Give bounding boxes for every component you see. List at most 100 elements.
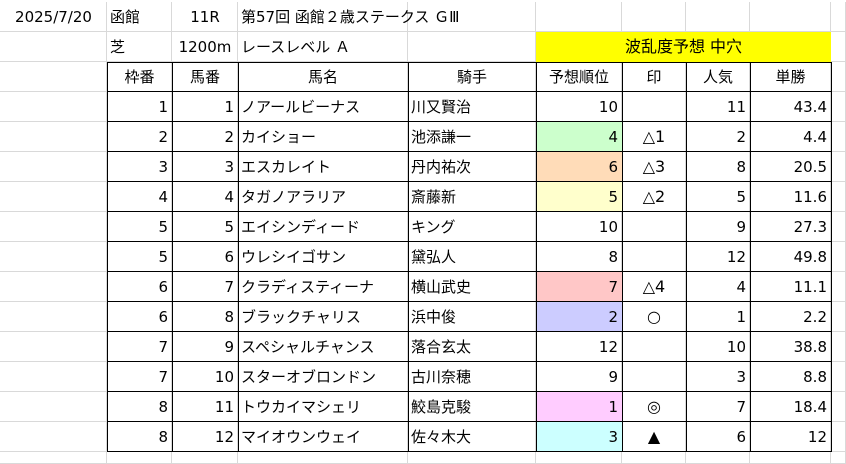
jockey-cell: 鮫島克駿 [411, 397, 472, 416]
table-border [107, 151, 832, 152]
uma-cell: 3 [224, 157, 234, 176]
grid-cell[interactable] [0, 242, 107, 272]
grid-cell[interactable] [0, 62, 107, 92]
odds-cell: 20.5 [793, 157, 827, 176]
column-header: 馬名 [307, 67, 338, 86]
grid-cell[interactable] [172, 452, 238, 464]
grid-cell[interactable] [0, 212, 107, 242]
grid-cell[interactable] [408, 32, 536, 62]
grid-cell[interactable] [831, 272, 846, 302]
table-border [107, 361, 832, 362]
uma-cell: 10 [214, 367, 234, 386]
waku-cell: 1 [158, 97, 168, 116]
grid-cell[interactable] [831, 122, 846, 152]
column-header: 単勝 [775, 67, 806, 86]
popularity-cell: 1 [736, 307, 746, 326]
grid-cell[interactable] [831, 242, 846, 272]
grid-cell[interactable] [0, 152, 107, 182]
grid-cell[interactable] [622, 2, 686, 32]
odds-cell: 49.8 [793, 247, 827, 266]
grid-cell[interactable] [0, 182, 107, 212]
grid-cell[interactable] [408, 2, 536, 32]
grid-cell[interactable] [831, 452, 846, 464]
grid-cell[interactable] [238, 32, 408, 62]
table-border [686, 62, 687, 452]
grid-cell[interactable] [750, 2, 831, 32]
grid-cell[interactable] [0, 302, 107, 332]
grid-cell[interactable] [0, 122, 107, 152]
waku-cell: 8 [158, 397, 168, 416]
mark-cell: △1 [642, 127, 666, 146]
grid-cell[interactable] [238, 2, 408, 32]
grid-cell[interactable] [831, 2, 846, 32]
odds-cell: 11.1 [793, 277, 827, 296]
grid-cell[interactable] [831, 392, 846, 422]
forecast-rank-cell: 7 [536, 272, 622, 302]
grid-cell[interactable] [107, 452, 172, 464]
forecast-rank-cell: 12 [598, 337, 618, 356]
grid-cell[interactable] [408, 452, 536, 464]
grid-cell[interactable] [750, 452, 831, 464]
grid-cell[interactable] [0, 32, 107, 62]
mark-cell: △4 [642, 277, 666, 296]
grid-cell[interactable] [107, 2, 172, 32]
table-border [107, 301, 832, 302]
table-border [107, 451, 832, 452]
grid-cell[interactable] [831, 182, 846, 212]
grid-cell[interactable] [622, 452, 686, 464]
column-header: 馬番 [189, 67, 220, 86]
grid-cell[interactable] [0, 392, 107, 422]
table-border [107, 271, 832, 272]
grid-cell[interactable] [0, 92, 107, 122]
grid-cell[interactable] [831, 302, 846, 332]
table-border [107, 62, 832, 63]
grid-cell[interactable] [831, 62, 846, 92]
forecast-rank-cell: 10 [598, 217, 618, 236]
odds-cell: 4.4 [803, 127, 827, 146]
column-header: 枠番 [124, 67, 155, 86]
grid-cell[interactable] [831, 92, 846, 122]
waku-cell: 6 [158, 277, 168, 296]
odds-cell: 2.2 [803, 307, 827, 326]
grid-cell[interactable] [0, 422, 107, 452]
waku-cell: 5 [158, 247, 168, 266]
grid-cell[interactable] [831, 332, 846, 362]
horse-name-cell: エスカレイト [241, 157, 332, 176]
grid-cell[interactable] [686, 452, 750, 464]
grid-cell[interactable] [536, 452, 622, 464]
table-border [107, 391, 832, 392]
grid-cell[interactable] [536, 2, 622, 32]
grid-cell[interactable] [107, 32, 172, 62]
grid-cell[interactable] [831, 422, 846, 452]
grid-cell[interactable] [0, 362, 107, 392]
grid-cell[interactable] [238, 452, 408, 464]
jockey-cell: 落合玄太 [411, 337, 472, 356]
waku-cell: 8 [158, 427, 168, 446]
horse-name-cell: スペシャルチャンス [241, 337, 375, 356]
grid-cell[interactable] [0, 2, 107, 32]
horse-name-cell: ノアールビーナス [241, 97, 361, 116]
grid-cell[interactable] [0, 452, 107, 464]
grid-cell[interactable] [0, 272, 107, 302]
table-border [172, 62, 173, 452]
grid-cell[interactable] [831, 212, 846, 242]
popularity-cell: 6 [736, 427, 746, 446]
grid-cell[interactable] [831, 32, 846, 62]
mark-cell: ▲ [647, 427, 661, 446]
jockey-cell: 浜中俊 [411, 307, 457, 326]
uma-cell: 2 [224, 127, 234, 146]
popularity-cell: 9 [736, 217, 746, 236]
grid-cell[interactable] [686, 2, 750, 32]
jockey-cell: 池添謙一 [411, 127, 472, 146]
column-header: 騎手 [456, 67, 487, 86]
grid-cell[interactable] [172, 32, 238, 62]
horse-name-cell: タガノアラリア [241, 187, 347, 206]
uma-cell: 7 [224, 277, 234, 296]
table-border [107, 211, 832, 212]
race-number: 11R [190, 7, 220, 26]
grid-cell[interactable] [831, 362, 846, 392]
horse-name-cell: ブラックチャリス [241, 307, 361, 326]
grid-cell[interactable] [0, 332, 107, 362]
grid-cell[interactable] [831, 152, 846, 182]
grid-cell[interactable] [172, 2, 238, 32]
